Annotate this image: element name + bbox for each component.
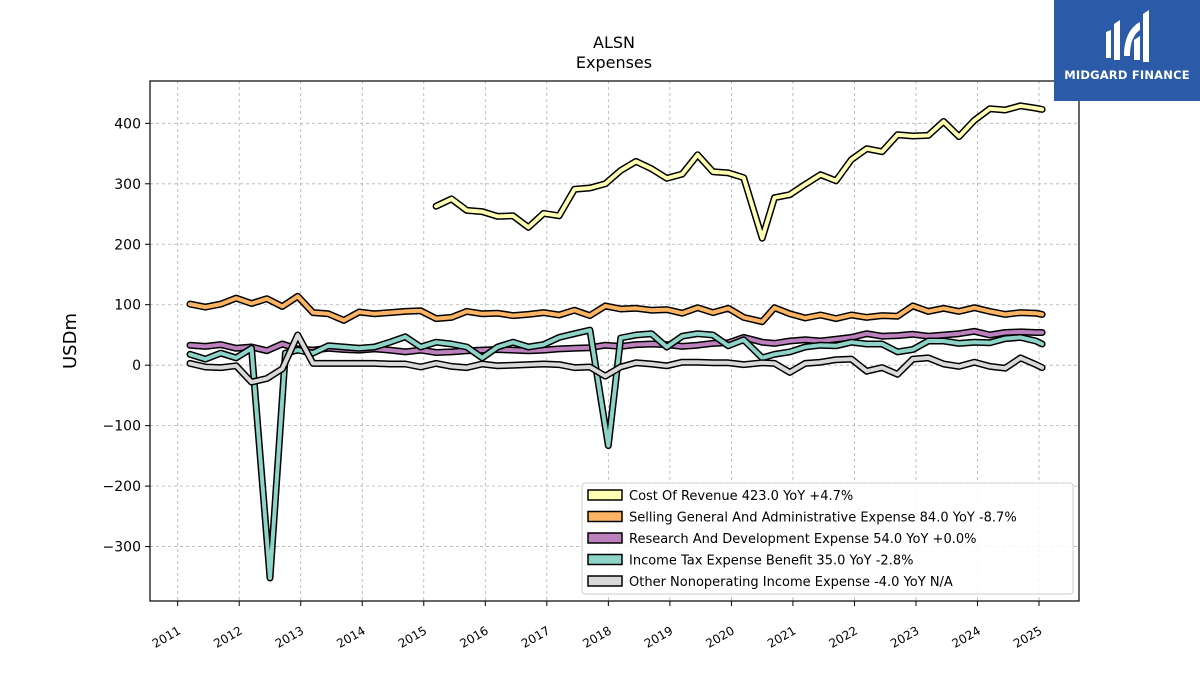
logo-text: MIDGARD FINANCE xyxy=(1064,68,1190,82)
series-line xyxy=(188,333,1045,385)
plot-frame xyxy=(149,80,1080,602)
series-income-tax-expense-benefit xyxy=(186,326,1046,582)
y-tick-label: 200 xyxy=(114,237,141,253)
y-tick-label: 300 xyxy=(114,177,141,193)
series-line xyxy=(434,103,1045,241)
legend-entry: Cost Of Revenue 423.0 YoY +4.7% xyxy=(629,489,853,504)
y-tick-label: 100 xyxy=(114,298,141,314)
legend-entry: Income Tax Expense Benefit 35.0 YoY -2.8… xyxy=(629,554,913,569)
legend-entry: Other Nonoperating Income Expense -4.0 Y… xyxy=(629,575,953,590)
legend-box xyxy=(581,482,1074,595)
legend-entry: Selling General And Administrative Expen… xyxy=(629,511,1017,526)
legend-entry: Research And Development Expense 54.0 Yo… xyxy=(629,532,976,547)
y-axis-label: USDm xyxy=(60,313,81,369)
y-tick-label: −300 xyxy=(103,540,141,556)
series-selling-general-and-administrative-expense xyxy=(186,292,1046,326)
legend-swatch xyxy=(587,553,623,566)
legend: Cost Of Revenue 423.0 YoY +4.7% Selling G… xyxy=(581,482,1074,595)
midgard-finance-logo: MIDGARD FINANCE xyxy=(1054,0,1200,101)
y-tick-label: 400 xyxy=(114,116,141,132)
series-cost-of-revenue xyxy=(432,102,1046,242)
midgard-logo-icon xyxy=(1054,0,1200,101)
y-axis: −300 −200 −100 0 100 200 300 400 xyxy=(103,116,150,556)
legend-swatch xyxy=(587,575,623,587)
y-tick-label: −100 xyxy=(103,419,141,435)
y-tick-label: −200 xyxy=(103,479,141,495)
series-lines xyxy=(186,102,1046,582)
chart-subtitle: Expenses xyxy=(576,53,652,72)
legend-swatch xyxy=(587,489,623,501)
y-tick-label: 0 xyxy=(132,358,141,374)
chart-title: ALSN xyxy=(593,33,635,52)
series-line xyxy=(188,294,1045,324)
series-other-nonoperating-income-expense xyxy=(186,331,1046,386)
series-line xyxy=(188,328,1045,580)
legend-swatch xyxy=(587,510,623,523)
legend-swatch xyxy=(587,532,623,544)
